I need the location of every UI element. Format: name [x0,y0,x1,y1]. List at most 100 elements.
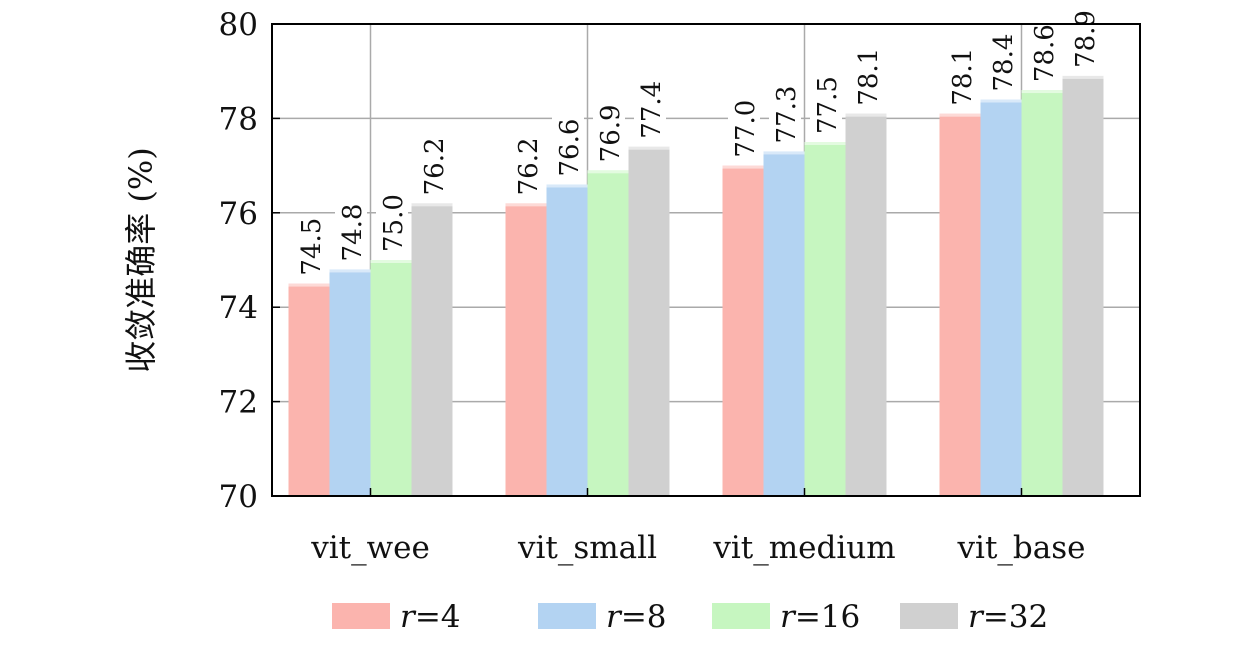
legend: r=4 r=8 r=16 r=32 [332,599,1048,635]
bar-r=32-vit_wee [411,203,453,497]
data-label-bg [552,114,584,177]
bar-highlight [329,269,371,273]
bar-r=16-vit_small [587,170,629,496]
x-tick-label: vit_small [517,530,657,566]
data-label: 78.6 [1030,24,1060,82]
bar-highlight [980,99,1022,103]
data-label: 74.5 [297,218,327,276]
bars: 74.5 74.8 75.0 76.2 76.2 76.6 76.9 77.4 77.0 77.3… [288,5,1104,497]
data-label-bg [294,213,326,276]
legend-swatch [538,603,596,629]
bar-r=16-vit_medium [804,142,846,496]
data-label-bg [1068,5,1100,68]
y-axis-label: 收敛准确率 (%) [122,147,160,373]
legend-label: r=16 [780,599,860,635]
y-tick-label: 78 [219,101,258,137]
bar-highlight [288,283,330,287]
data-label: 76.2 [420,137,450,195]
data-label-bg [634,76,666,139]
data-label-bg [728,95,760,158]
legend-label: r=32 [968,599,1048,635]
legend-var: r [606,599,623,635]
data-label: 78.4 [989,34,1019,92]
y-tick-label: 80 [219,7,258,43]
data-label: 74.8 [338,204,368,262]
data-label: 76.2 [514,137,544,195]
bar-highlight [1021,90,1063,94]
data-label-bg [511,133,543,196]
data-label: 77.5 [813,76,843,134]
x-tick-label: vit_medium [712,530,895,566]
bar-highlight [939,113,981,117]
legend-var: r [780,599,797,635]
data-label: 76.6 [555,119,585,177]
bar-highlight [546,184,588,188]
data-label-bg [376,190,408,252]
data-label-bg [851,43,883,106]
bar-r=4-vit_wee [288,283,330,496]
data-label: 75.0 [379,194,409,252]
legend-value: =32 [983,599,1048,635]
y-axis: 70 72 74 76 78 80 [219,7,280,515]
legend-value: =16 [795,599,860,635]
bar-highlight [587,170,629,174]
x-axis: vit_wee vit_small vit_medium vit_base [310,488,1085,566]
legend-item-r=32: r=32 [900,599,1048,635]
plot-frame [271,23,1141,497]
bar-highlight [845,113,887,117]
bar-highlight [1062,75,1104,79]
bar-highlight [763,151,805,155]
bar-r=16-vit_wee [370,260,412,496]
legend-value: =4 [415,599,461,635]
bar-r=16-vit_base [1021,90,1063,496]
bar-r=32-vit_small [628,146,670,496]
bar-highlight [411,203,453,207]
legend-var: r [968,599,985,635]
x-tick-label: vit_base [957,530,1086,566]
bar-highlight [628,146,670,150]
x-tick-label: vit_wee [310,530,430,566]
bar-highlight [505,203,547,207]
bar-r=4-vit_base [939,113,981,497]
legend-value: =8 [621,599,667,635]
data-label: 78.1 [948,48,978,106]
y-tick-label: 72 [219,385,258,421]
legend-swatch [332,603,390,629]
data-label: 78.9 [1071,10,1101,68]
bar-highlight [370,260,412,263]
legend-swatch [900,603,958,629]
data-label-bg [417,133,449,196]
bar-r=8-vit_base [980,99,1022,497]
data-label: 78.1 [854,48,884,106]
data-label-bg [986,29,1018,92]
bar-r=4-vit_medium [722,165,764,496]
data-label: 77.3 [772,86,802,144]
data-label: 76.9 [596,104,626,162]
bar-r=32-vit_medium [845,113,887,497]
bar-r=32-vit_base [1062,75,1104,497]
data-label: 77.0 [731,100,761,158]
data-label-bg [1027,20,1059,83]
data-label: 77.4 [637,81,667,139]
legend-item-r=8: r=8 [538,599,667,635]
bar-r=8-vit_small [546,184,588,497]
bar-highlight [722,165,764,169]
bar-r=8-vit_medium [763,151,805,496]
data-label-bg [769,81,801,144]
data-label-bg [810,72,842,134]
data-label-bg [593,100,625,163]
legend-item-r=16: r=16 [712,599,860,635]
y-tick-label: 76 [219,196,258,232]
legend-label: r=4 [400,599,461,635]
bar-highlight [804,142,846,145]
legend-label: r=8 [606,599,667,635]
legend-swatch [712,603,770,629]
data-label-bg [335,199,367,262]
bar-r=4-vit_small [505,203,547,497]
y-tick-label: 74 [219,290,258,326]
legend-var: r [400,599,417,635]
y-tick-label: 70 [219,479,258,515]
data-label-bg [945,43,977,106]
bar-r=8-vit_wee [329,269,371,496]
